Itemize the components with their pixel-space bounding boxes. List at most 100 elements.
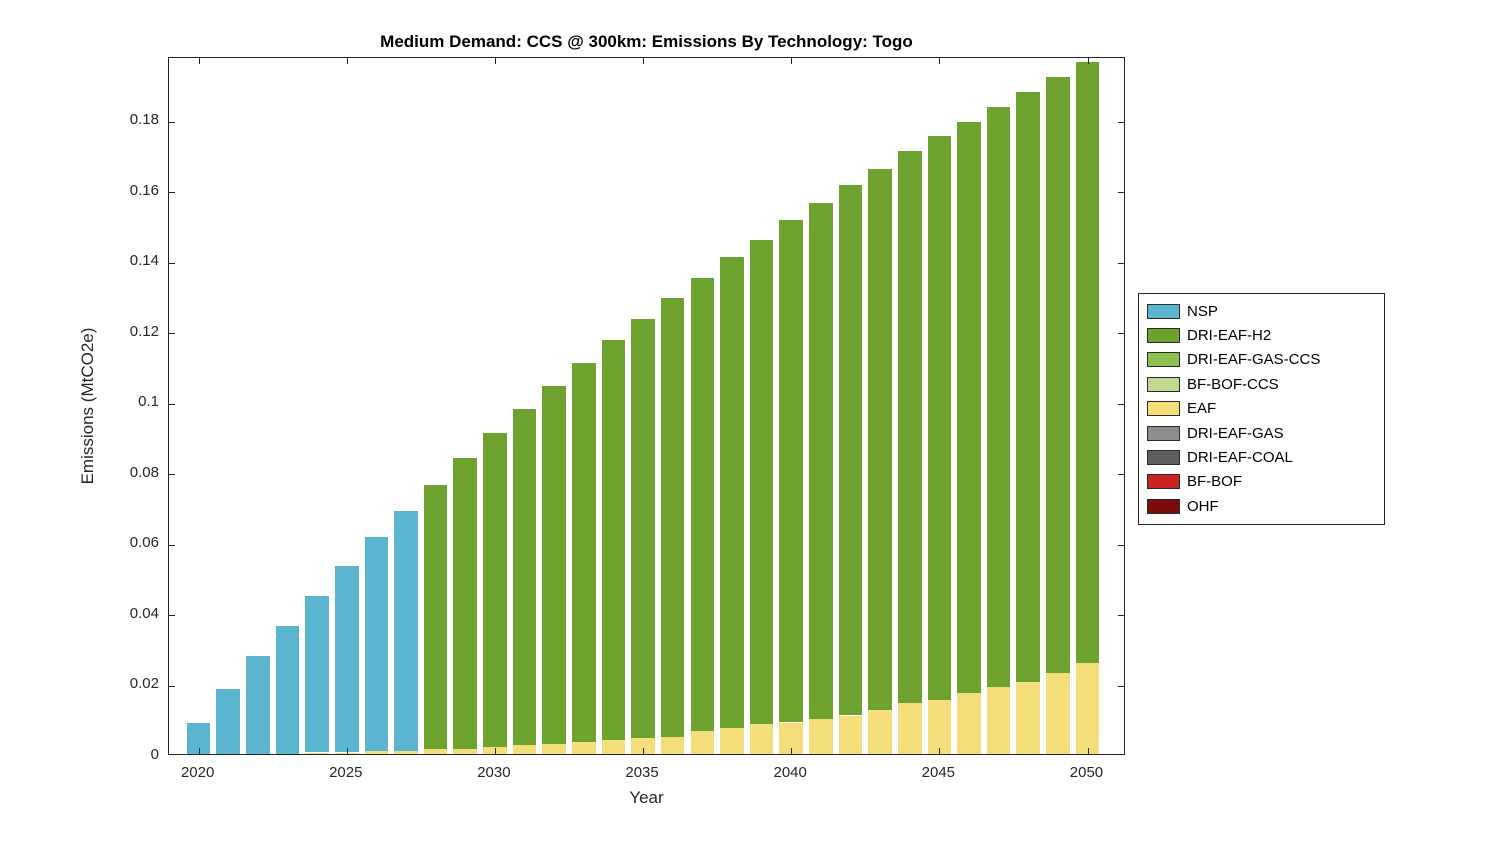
bar-segment-dri-eaf-h2 [453,458,478,749]
x-tick-label: 2025 [329,764,363,781]
axis-tick [169,121,175,123]
legend-label: BF-BOF [1187,473,1242,491]
bar-segment-eaf [453,748,478,754]
y-tick-label: 0.12 [129,322,159,340]
bar-segment-eaf [276,754,300,755]
bar-segment-dri-eaf-h2 [927,135,952,700]
legend-item-ohf: OHF [1147,494,1384,518]
bar-segment-eaf [423,748,448,754]
legend-label: DRI-EAF-COAL [1187,449,1293,467]
axis-tick [494,58,496,64]
axis-tick [1087,58,1089,64]
bar-segment-eaf [601,740,626,754]
axis-tick [643,58,645,64]
bar-segment-dri-eaf-h2 [809,202,833,719]
bar-segment-dri-eaf-h2 [690,278,715,732]
x-tick-label: 2020 [180,764,215,781]
axis-tick [1118,262,1124,264]
bar-segment-eaf [927,699,952,754]
y-tick-label: 0.18 [129,111,159,129]
bar-segment-eaf [779,722,803,754]
legend: NSP DRI-EAF-H2 DRI-EAF-GAS-CCS BF-BOF-CCS EA… [1138,293,1385,525]
axis-tick [1118,615,1124,616]
bar-segment-dri-eaf-h2 [868,169,892,711]
y-tick-label: 0.08 [129,463,159,481]
bar-segment-dri-eaf-h2 [986,107,1011,688]
legend-item-dri-eaf-coal: DRI-EAF-COAL [1147,445,1384,469]
axis-tick [169,262,175,264]
bar-segment-nsp [216,689,241,754]
axis-tick [643,748,645,754]
legend-swatch-dri-eaf-coal [1147,450,1180,466]
bar-segment-dri-eaf-h2 [1046,77,1070,674]
axis-tick [1087,748,1089,754]
axis-tick [1118,121,1124,123]
bar-segment-eaf [868,710,892,754]
legend-item-bf-bof-ccs: BF-BOF-CCS [1147,372,1384,396]
legend-item-dri-eaf-h2: DRI-EAF-H2 [1147,323,1384,347]
bar-segment-eaf [690,731,715,754]
axis-tick [198,748,200,754]
bar-segment-dri-eaf-h2 [512,408,537,746]
x-tick-label: 2050 [1069,764,1104,781]
legend-item-bf-bof: BF-BOF [1147,470,1384,494]
bar-segment-dri-eaf-h2 [601,340,626,741]
legend-swatch-bf-bof [1147,474,1180,490]
legend-item-eaf: EAF [1147,397,1384,421]
axis-tick [1118,192,1124,193]
y-tick-label: 0.06 [129,534,159,552]
axis-tick [494,748,496,754]
bar-segment-dri-eaf-h2 [749,239,774,725]
legend-label: BF-BOF-CCS [1187,375,1279,393]
legend-label: NSP [1187,302,1218,320]
y-tick-label: 0.02 [129,675,159,693]
bar-segment-dri-eaf-h2 [838,184,863,716]
y-tick-label: 0.16 [129,181,159,199]
bar-segment-eaf [1016,682,1041,754]
axis-tick [791,748,793,754]
bar-segment-dri-eaf-h2 [631,318,655,739]
bar-segment-eaf [986,687,1011,754]
y-tick-label: 0 [150,746,159,763]
legend-label: OHF [1187,497,1219,515]
x-tick-label: 2030 [477,764,511,781]
bar-segment-eaf [334,752,359,754]
axis-tick [1118,333,1124,334]
axis-tick [169,685,175,687]
legend-item-dri-eaf-gas-ccs: DRI-EAF-GAS-CCS [1147,348,1384,372]
axis-tick [939,58,941,64]
axis-tick [1118,474,1124,475]
bar-segment-dri-eaf-h2 [542,385,566,744]
bar-segment-nsp [394,511,418,751]
legend-swatch-nsp [1147,303,1180,319]
bar-segment-nsp [275,625,300,754]
bar-segment-dri-eaf-h2 [897,151,922,704]
bar-segment-eaf [305,752,329,754]
bar-segment-dri-eaf-h2 [720,257,744,728]
x-tick-label: 2040 [773,764,807,781]
axis-tick [198,58,200,64]
x-axis-label: Year [629,788,664,807]
bar-segment-dri-eaf-h2 [957,121,981,693]
axis-tick [169,544,175,546]
bar-segment-dri-eaf-h2 [423,484,448,749]
y-tick-label: 0.14 [129,252,159,270]
bar-segment-eaf [394,750,418,754]
legend-label: DRI-EAF-H2 [1187,327,1272,345]
x-tick-label: 2035 [625,764,659,781]
plot-area [168,57,1125,755]
legend-swatch-ohf [1147,498,1180,514]
bar-segment-eaf [542,743,566,754]
bar-segment-nsp [305,595,329,753]
axis-tick [346,58,348,64]
bar-segment-eaf [897,703,922,754]
bar-segment-eaf [364,750,389,754]
y-tick-label: 0.1 [138,393,159,411]
bar-segment-eaf [1046,673,1070,754]
legend-label: EAF [1187,400,1217,418]
legend-swatch-dri-eaf-h2 [1147,328,1180,344]
legend-swatch-eaf [1147,401,1180,417]
bar-segment-dri-eaf-h2 [1075,61,1100,663]
axis-tick [1118,685,1124,687]
bar-segment-nsp [246,656,270,754]
